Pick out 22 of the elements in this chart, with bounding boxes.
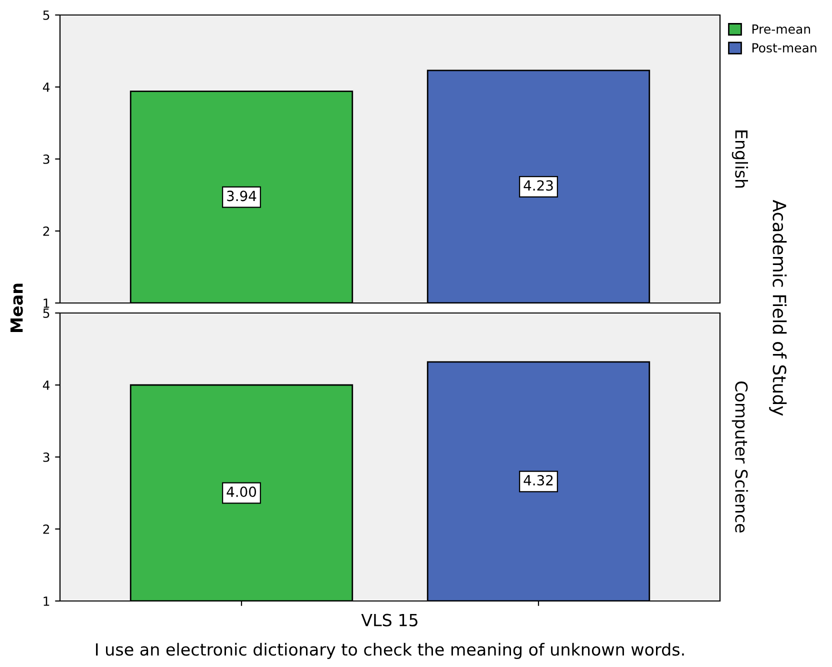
y-tick-label: 1: [44, 298, 50, 308]
data-label: 4.23: [524, 180, 553, 191]
legend-label: Post-mean: [752, 43, 816, 53]
y2-axis-title: Computer Science: [732, 382, 748, 532]
y-tick-label: 2: [43, 226, 50, 236]
y-tick-label: 4: [42, 82, 50, 92]
text: I use an electronic dictionary to check the meaning of unknown words.: [96, 642, 684, 659]
y-tick-label: 5: [43, 10, 50, 20]
y-tick-label: 4: [42, 380, 50, 390]
data-label: 3.94: [227, 190, 256, 202]
y-tick-label: 3: [43, 452, 50, 462]
x-axis-title: VLS 15: [361, 614, 418, 626]
data-label: 4.32: [524, 475, 553, 486]
y-axis-title: Mean: [10, 284, 23, 332]
legend-label: Pre-mean: [752, 24, 810, 34]
y-tick-label: 5: [43, 308, 50, 318]
y-tick-label: 3: [43, 154, 50, 164]
y2-axis-title: English: [732, 130, 748, 188]
y-tick-label: 2: [43, 524, 50, 534]
data-label: 4.00: [226, 486, 256, 498]
text: Academic Field of Study: [769, 200, 787, 416]
y-tick-label: 1: [44, 596, 50, 606]
